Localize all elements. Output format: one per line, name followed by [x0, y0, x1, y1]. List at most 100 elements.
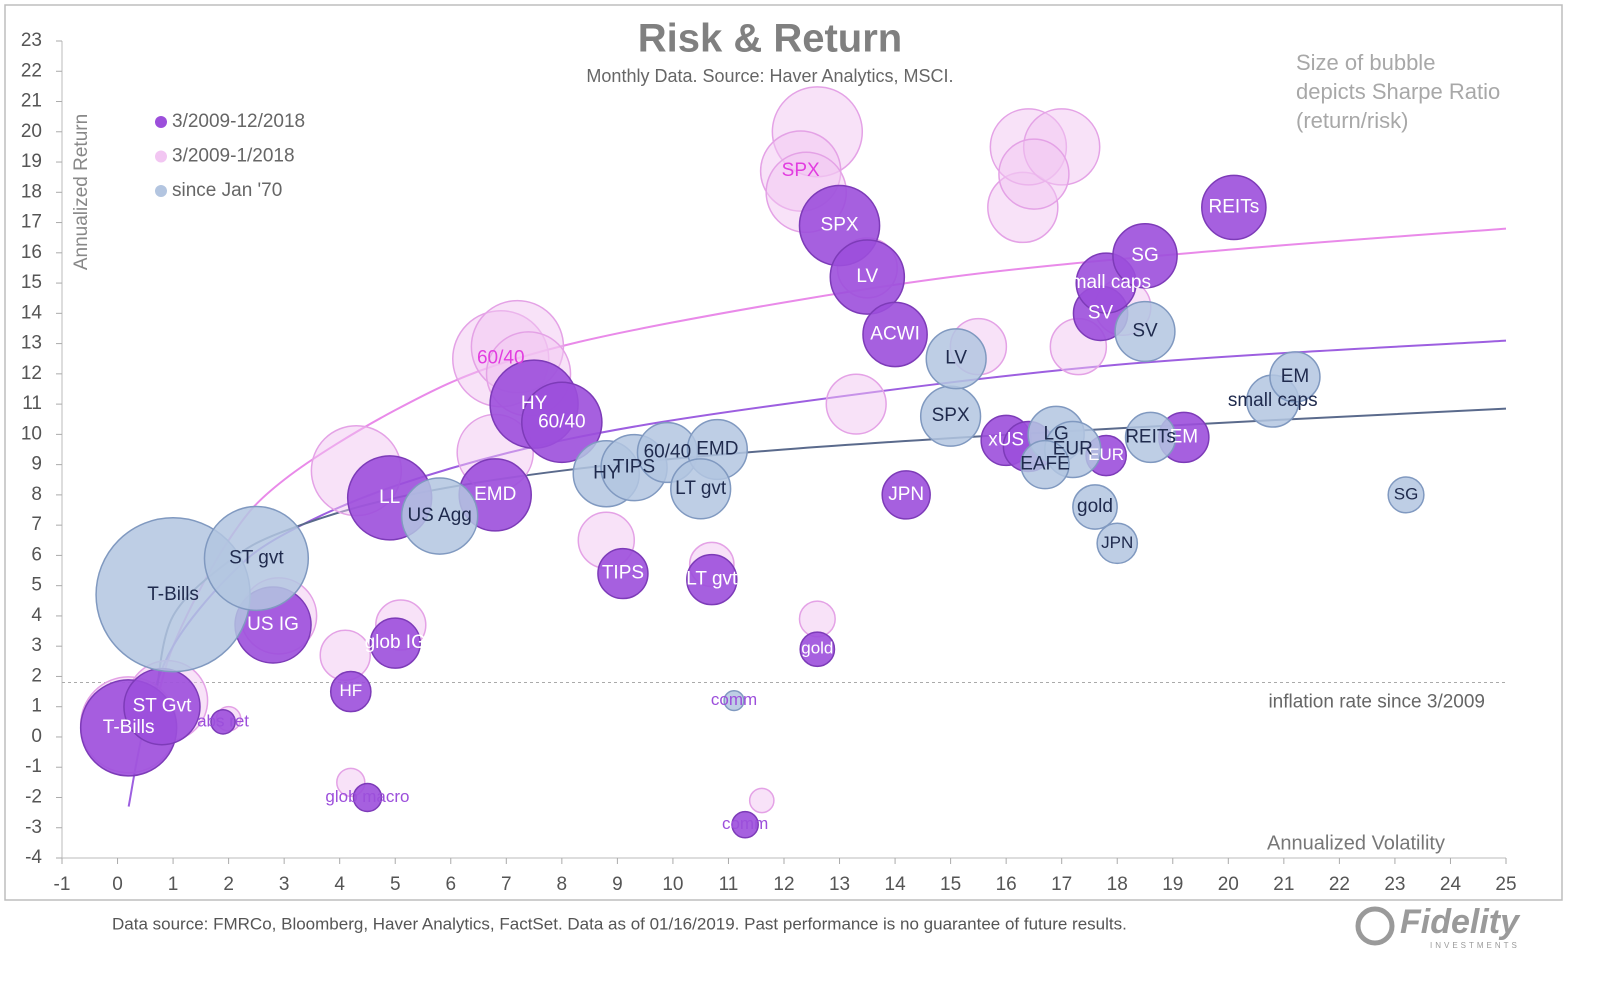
bubble: [352, 782, 383, 813]
x-tick-label: 12: [773, 874, 794, 895]
y-tick-label: 6: [31, 544, 42, 565]
bubble: [998, 138, 1070, 210]
x-tick-label: 8: [557, 874, 568, 895]
x-tick-label: 4: [334, 874, 345, 895]
logo-icon: [1355, 906, 1395, 946]
y-tick-label: 1: [31, 696, 42, 717]
bubble-label: glob IG: [365, 632, 426, 653]
logo-tagline: INVESTMENTS: [1430, 941, 1520, 950]
bubble-label: EAFE: [1020, 454, 1070, 475]
x-axis-label: Annualized Volatility: [1267, 832, 1445, 854]
bubble-label: LG: [1043, 423, 1068, 444]
bubble-label: EM: [1170, 426, 1199, 447]
y-tick-label: 0: [31, 726, 42, 747]
y-tick-label: 18: [21, 181, 42, 202]
y-tick-label: 8: [31, 484, 42, 505]
y-tick-label: 21: [21, 91, 42, 112]
bubble: [825, 373, 887, 435]
bubble: [925, 328, 987, 390]
logo-name: Fidelity: [1400, 903, 1521, 941]
bubble: [400, 477, 479, 555]
x-tick-label: -1: [54, 874, 71, 895]
bubble-label: SV: [1132, 321, 1158, 342]
bubble-label: gold: [1077, 496, 1113, 517]
bubble: [210, 708, 236, 735]
y-tick-label: 17: [21, 212, 42, 233]
bubble-label: T-Bills: [147, 584, 199, 605]
x-tick-label: 10: [662, 874, 683, 895]
legend-marker: [155, 150, 167, 163]
x-tick-label: 0: [112, 874, 123, 895]
bubble-label: LT gvt: [686, 569, 738, 590]
bubble-label: ACWI: [870, 324, 920, 345]
legend-label: 3/2009-12/2018: [172, 111, 305, 132]
x-tick-label: 1: [168, 874, 179, 895]
bubble-label: EM: [1281, 366, 1310, 387]
bubble-label: xUS: [988, 429, 1024, 450]
y-tick-label: 9: [31, 454, 42, 475]
x-tick-label: 15: [940, 874, 961, 895]
bubble: [862, 301, 928, 368]
footer: Data source: FMRCo, Bloomberg, Haver Ana…: [112, 914, 1127, 933]
bubble-label: HY: [521, 393, 548, 414]
bubble: [1114, 300, 1176, 363]
bubble-label: EMD: [474, 484, 516, 505]
bubble-label: LL: [379, 487, 400, 508]
legend-marker: [155, 116, 167, 128]
bubble: [731, 810, 759, 839]
bubble-label: abs ret: [197, 711, 249, 730]
y-tick-label: 15: [21, 272, 42, 293]
bubble: [881, 470, 931, 520]
x-tick-label: 23: [1384, 874, 1405, 895]
bubble-label: JPN: [888, 484, 924, 505]
bubble-label: REITs: [1125, 426, 1176, 447]
x-tick-label: 18: [1107, 874, 1128, 895]
y-tick-label: -2: [25, 786, 42, 807]
bubble: [829, 239, 906, 315]
plot-layer: -4-3-2-101234567891011121314151617181920…: [21, 30, 1517, 895]
legend-marker: [155, 185, 167, 197]
note-box: Size of bubble depicts Sharpe Ratio (ret…: [1296, 50, 1500, 133]
x-tick-label: 9: [612, 874, 623, 895]
bubble-label: US Agg: [407, 505, 471, 526]
bubble-label: small caps: [1228, 390, 1318, 411]
x-tick-label: 25: [1495, 874, 1516, 895]
x-tick-label: 11: [719, 874, 739, 895]
bubble: [329, 670, 372, 713]
bubble: [1020, 439, 1070, 490]
bubble-label: LV: [945, 348, 967, 369]
bubble-label: ST Gvt: [133, 696, 192, 717]
bubble: [203, 505, 310, 612]
y-tick-label: -1: [25, 756, 42, 777]
bubble-label: EUR: [1053, 439, 1093, 460]
bubble: [597, 547, 649, 600]
chart-title: Risk & Return: [638, 17, 903, 61]
bubble: [686, 553, 738, 606]
bubble-label: LT gvt: [675, 478, 727, 499]
bubble: [748, 787, 775, 814]
x-tick-label: 7: [501, 874, 512, 895]
legend-label: 3/2009-1/2018: [172, 146, 295, 167]
bubble-label: glob macro: [325, 787, 409, 806]
bubble: [799, 631, 836, 668]
bubble-label: JPN: [1101, 533, 1133, 552]
bubble: [723, 690, 745, 712]
y-tick-label: 10: [21, 423, 42, 444]
bubble-label: HY: [593, 463, 620, 484]
legend-label: since Jan '70: [172, 180, 282, 201]
y-tick-label: 2: [31, 665, 42, 686]
x-tick-label: 6: [445, 874, 456, 895]
y-tick-label: -3: [25, 817, 42, 838]
x-tick-label: 16: [996, 874, 1017, 895]
x-tick-label: 14: [885, 874, 907, 895]
bubble: [369, 617, 421, 669]
bubble: [1201, 174, 1267, 241]
bubble-label: LV: [856, 266, 878, 287]
x-tick-label: 13: [829, 874, 850, 895]
bubble: [1387, 476, 1425, 514]
bubble-label: US IG: [247, 614, 299, 635]
inflation-label: inflation rate since 3/2009: [1268, 692, 1485, 713]
bubble-label: SG: [1131, 245, 1158, 266]
